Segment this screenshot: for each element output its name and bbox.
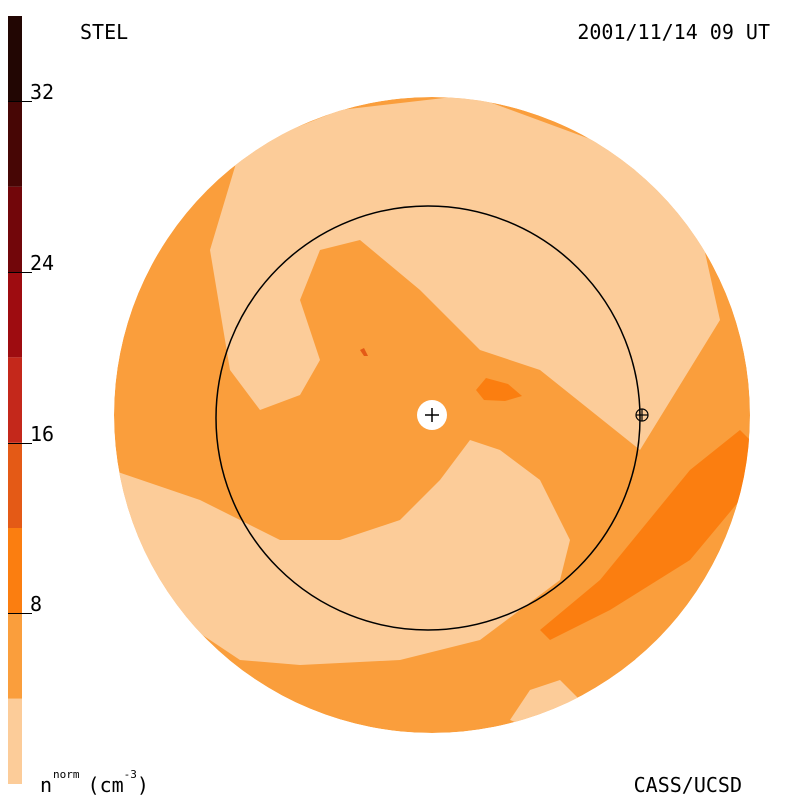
- colorbar-tick-label: 32: [30, 80, 55, 105]
- colorbar-level-8: [8, 16, 22, 102]
- colorbar-level-7: [8, 101, 22, 187]
- colorbar-level-5: [8, 272, 22, 358]
- colorbar: [8, 16, 22, 784]
- colorbar-tick-label: 16: [30, 421, 55, 446]
- colorbar-level-3: [8, 442, 22, 528]
- quantity-superscript: norm: [53, 768, 80, 782]
- colorbar-tick-mark: [8, 101, 32, 103]
- units-label: nnorm (cm-3): [40, 769, 149, 797]
- colorbar-tick-mark: [8, 613, 32, 615]
- dense-blob-center: [476, 378, 522, 401]
- colorbar-level-6: [8, 186, 22, 272]
- light-region-north: [210, 97, 720, 450]
- colorbar-level-0: [8, 698, 22, 784]
- timestamp-label: 2001/11/14 09 UT: [577, 20, 770, 44]
- units-close: ): [136, 773, 149, 797]
- colorbar-tick-label: 24: [30, 251, 55, 275]
- colorbar-tick-label: 8: [30, 592, 43, 617]
- colorbar-tick-mark: [8, 442, 32, 444]
- units-text: (cm: [87, 773, 124, 797]
- colorbar-level-2: [8, 528, 22, 614]
- dense-band-east: [540, 430, 750, 640]
- quantity-symbol: n: [40, 773, 53, 797]
- observatory-label: STEL: [80, 20, 129, 44]
- units-exponent: -3: [123, 768, 137, 782]
- earth-marker: [635, 408, 649, 422]
- credit-label: CASS/UCSD: [633, 773, 742, 797]
- colorbar-level-4: [8, 357, 22, 443]
- light-region-south: [114, 440, 570, 665]
- dense-sliver: [360, 348, 368, 356]
- colorbar-tick-mark: [8, 272, 32, 273]
- sun-marker: [417, 400, 447, 430]
- orbit-circle: [215, 205, 641, 631]
- colorbar-level-1: [8, 613, 22, 699]
